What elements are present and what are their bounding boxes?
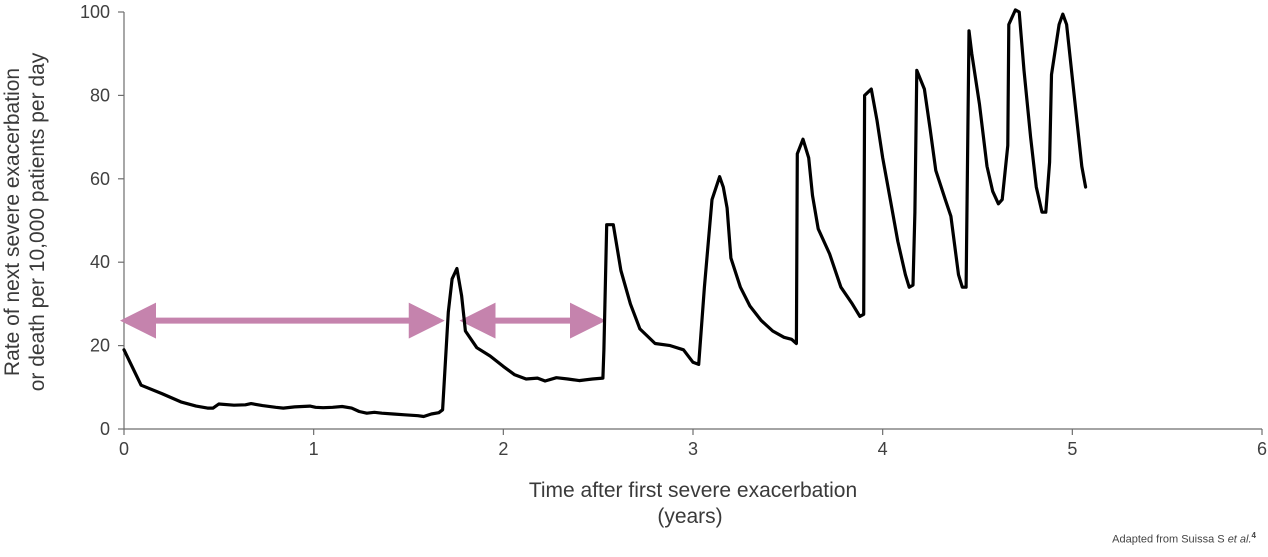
source-note: Adapted from Suissa S et al.4 — [1112, 531, 1256, 546]
source-note-ref: 4 — [1251, 531, 1256, 541]
x-tick-label: 2 — [498, 439, 508, 459]
y-tick-label: 40 — [90, 252, 110, 272]
source-note-prefix: Adapted from Suissa S — [1112, 534, 1228, 546]
y-axis-title-line2: or death per 10,000 patients per day — [26, 52, 49, 391]
y-tick-label: 80 — [90, 85, 110, 105]
y-tick-label: 100 — [80, 2, 110, 22]
y-tick-label: 20 — [90, 336, 110, 356]
y-tick-label: 0 — [100, 419, 110, 439]
x-ticks: 0 1 2 3 4 5 6 — [119, 429, 1267, 459]
x-tick-label: 1 — [309, 439, 319, 459]
x-tick-label: 3 — [688, 439, 698, 459]
y-tick-label: 60 — [90, 169, 110, 189]
x-tick-label: 4 — [878, 439, 888, 459]
x-tick-label: 5 — [1067, 439, 1077, 459]
axes — [123, 12, 1262, 430]
y-axis-title: Rate of next severe exacerbation — [1, 68, 24, 376]
source-note-italic: et al. — [1227, 534, 1252, 546]
x-axis-title-unit: (years) — [657, 505, 722, 528]
y-ticks: 0 20 40 60 80 100 — [80, 2, 124, 439]
series-line-1 — [122, 8, 1088, 419]
series-layer — [122, 8, 1088, 419]
x-tick-label: 6 — [1257, 439, 1267, 459]
x-tick-label: 0 — [119, 439, 129, 459]
x-axis-title: Time after first severe exacerbation — [529, 479, 857, 502]
